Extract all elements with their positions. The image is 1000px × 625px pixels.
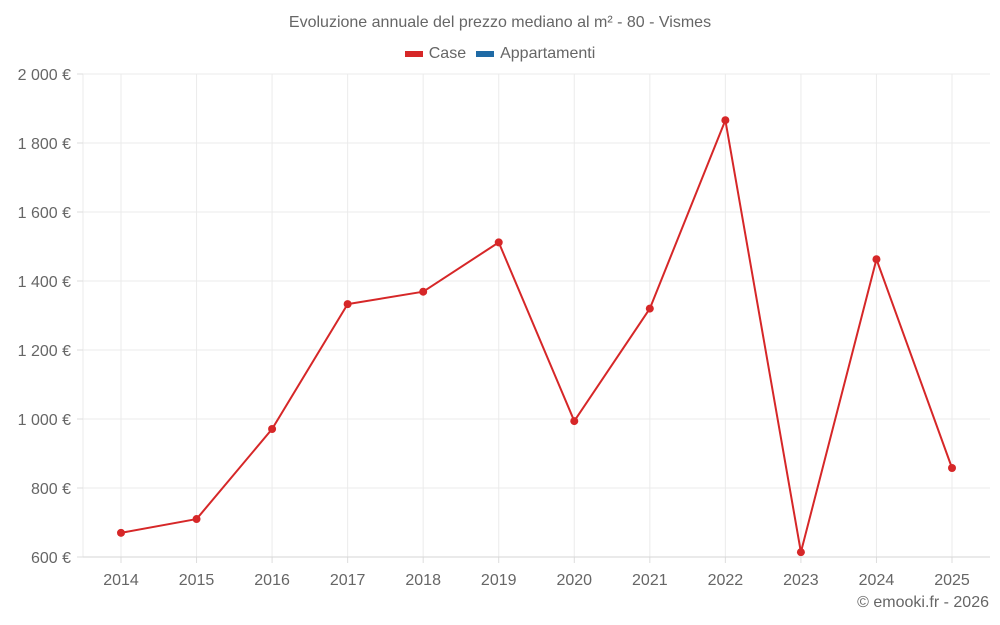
x-tick-label: 2016 (254, 572, 290, 589)
x-axis: 2014 2015 2016 2017 2018 2019 2020 2021 2022 2023… (83, 556, 990, 589)
y-tick-label: 1 800 € (18, 136, 71, 153)
data-point[interactable] (796, 548, 805, 557)
y-tick-label: 800 € (31, 481, 71, 498)
legend: Case Appartamenti (0, 45, 1000, 63)
data-point[interactable] (192, 515, 201, 524)
legend-item-appartamenti[interactable]: Appartamenti (476, 45, 595, 63)
data-point[interactable] (117, 528, 125, 537)
data-point[interactable] (645, 304, 654, 313)
x-tick-label: 2025 (934, 572, 970, 589)
data-point[interactable] (721, 116, 730, 125)
x-tick-label: 2015 (179, 572, 215, 589)
x-tick-label: 2020 (556, 572, 592, 589)
x-tick-label: 2024 (859, 572, 895, 589)
y-tick-label: 1 200 € (18, 343, 71, 360)
x-tick-label: 2021 (632, 572, 668, 589)
x-tick-label: 2017 (330, 572, 366, 589)
x-tick-label: 2019 (481, 572, 517, 589)
y-tick-label: 1 000 € (18, 412, 71, 429)
x-tick-label: 2014 (103, 572, 139, 589)
legend-swatch-appartamenti (476, 51, 495, 57)
x-tick-label: 2018 (405, 572, 441, 589)
data-point[interactable] (268, 425, 277, 434)
x-tick-label: 2023 (783, 572, 819, 589)
legend-label-appartamenti: Appartamenti (500, 45, 596, 62)
credit-text: © emooki.fr - 2026 (857, 594, 989, 611)
gridlines (82, 73, 990, 557)
y-tick-label: 1 400 € (18, 274, 71, 291)
y-tick-label: 2 000 € (18, 67, 71, 84)
data-point[interactable] (343, 300, 352, 309)
legend-item-case[interactable]: Case (404, 45, 467, 63)
chart-title: Evoluzione annuale del prezzo mediano al… (288, 14, 712, 31)
x-tick-label: 2022 (708, 572, 744, 589)
data-point[interactable] (948, 463, 956, 472)
series-case (117, 116, 956, 557)
data-point[interactable] (494, 238, 503, 247)
data-point[interactable] (419, 287, 428, 296)
y-axis: 600 € 800 € 1 000 € 1 200 € 1 400 € 1 600 € 1 … (18, 67, 83, 567)
legend-swatch-case (404, 51, 423, 57)
y-tick-label: 600 € (31, 550, 71, 567)
y-tick-label: 1 600 € (18, 205, 71, 222)
data-point[interactable] (570, 417, 579, 426)
legend-label-case: Case (428, 45, 467, 62)
data-point[interactable] (872, 255, 881, 264)
